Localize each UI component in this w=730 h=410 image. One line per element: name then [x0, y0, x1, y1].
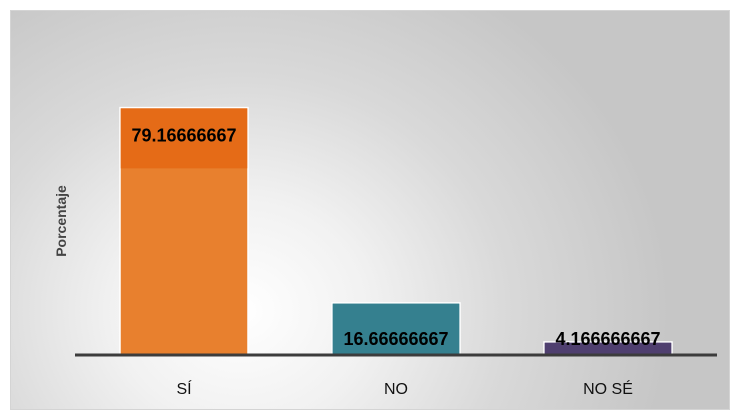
bar-top-band-no — [332, 303, 460, 355]
data-label-no: 16.66666667 — [343, 329, 448, 349]
bar-top-band-si — [120, 108, 248, 169]
labels-group: 79.16666667 SÍ 16.66666667 NO 4.166666667 NO … — [131, 126, 660, 398]
chart-area: 79.16666667 SÍ 16.66666667 NO 4.166666667 NO … — [10, 10, 730, 410]
data-label-si: 79.16666667 — [131, 126, 236, 146]
x-tick-label-no: NO — [384, 381, 408, 398]
data-label-no-se: 4.166666667 — [555, 329, 660, 349]
x-tick-label-no-se: NO SÉ — [583, 379, 633, 398]
bar-chart: 79.16666667 SÍ 16.66666667 NO 4.166666667 NO … — [53, 106, 717, 398]
x-tick-label-si: SÍ — [176, 379, 192, 398]
y-axis-title: Porcentaje — [53, 185, 69, 257]
bar-top-band-no-se — [544, 342, 672, 355]
bars-group — [119, 106, 673, 356]
